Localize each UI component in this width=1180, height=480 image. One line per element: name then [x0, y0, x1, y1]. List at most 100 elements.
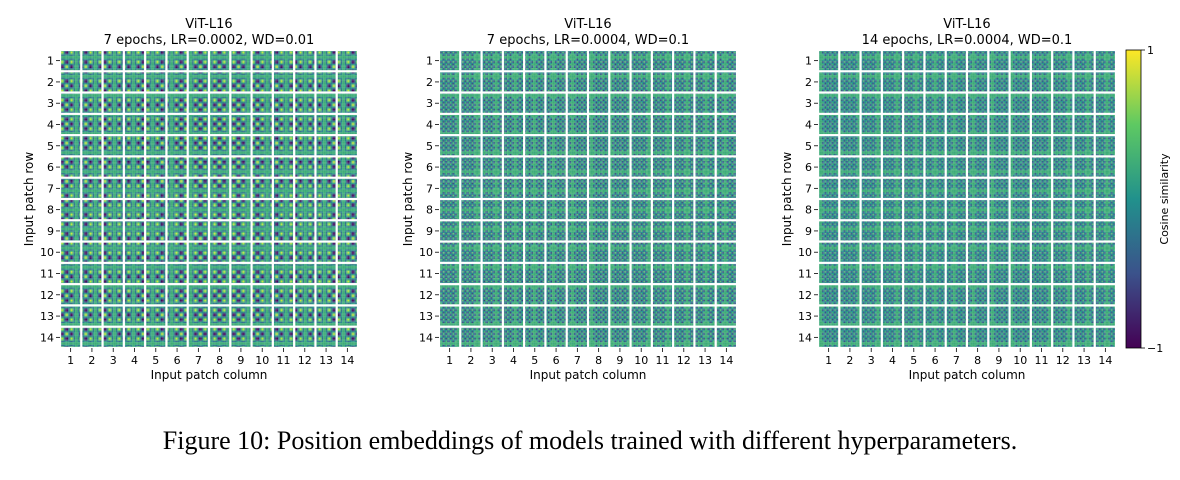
heatmap-cell — [674, 93, 694, 113]
heatmap-cell — [337, 306, 357, 326]
heatmap-cell — [503, 242, 524, 262]
heatmap-cell — [103, 200, 123, 220]
heatmap-cell — [904, 200, 924, 220]
heatmap-cell — [716, 306, 736, 326]
heatmap-cell — [631, 157, 651, 177]
heatmap-cell — [316, 114, 336, 135]
heatmap-cell — [188, 306, 208, 326]
heatmap-cell — [1074, 242, 1094, 262]
heatmap-cell — [1010, 327, 1030, 347]
heatmap-cell — [631, 306, 651, 326]
heatmap-cell — [337, 72, 357, 92]
heatmap-cell — [652, 178, 673, 198]
heatmap-cell — [61, 136, 81, 156]
heatmap-cell — [146, 306, 166, 326]
chart-subtitle: 7 epochs, LR=0.0004, WD=0.1 — [487, 33, 689, 48]
heatmap-cell — [546, 136, 566, 156]
heatmap-cell — [840, 72, 860, 92]
heatmap-cell — [210, 327, 230, 347]
heatmap-cell — [210, 178, 230, 198]
x-tick-label: 2 — [467, 354, 474, 367]
heatmap-cell — [461, 327, 481, 347]
heatmap-cell — [103, 306, 123, 326]
heatmap-cell — [589, 306, 609, 326]
heatmap-cell — [716, 327, 736, 347]
heatmap-cell — [61, 178, 81, 198]
heatmap-cell — [674, 221, 694, 241]
heatmap-cell — [716, 51, 736, 71]
heatmap-cell — [482, 285, 502, 305]
heatmap-cell — [989, 157, 1009, 177]
heatmap-cell — [968, 51, 988, 71]
heatmap-cell — [1074, 93, 1094, 113]
heatmap-cell — [124, 178, 145, 198]
heatmap-cell — [1053, 136, 1073, 156]
heatmap-cell — [1074, 327, 1094, 347]
y-tick-label: 9 — [426, 225, 433, 238]
heatmap-cell — [840, 114, 860, 135]
colorbar-gradient — [1125, 49, 1142, 349]
x-axis-label: Input patch column — [530, 368, 647, 382]
heatmap-cell — [337, 114, 357, 135]
heatmap-cell — [1010, 285, 1030, 305]
heatmap-cell — [82, 221, 102, 241]
heatmap-cell — [503, 285, 524, 305]
heatmap-cell — [1010, 178, 1030, 198]
x-tick-label: 6 — [174, 354, 181, 367]
heatmap-cell — [1095, 136, 1115, 156]
heatmap-cell — [82, 51, 102, 71]
heatmap-cell — [231, 221, 251, 241]
heatmap-cell — [295, 136, 315, 156]
heatmap-cell — [525, 285, 545, 305]
heatmap-cell — [695, 72, 715, 92]
heatmap-cell — [167, 114, 187, 135]
heatmap-cell — [589, 72, 609, 92]
heatmap-cell — [188, 93, 208, 113]
chart-title: ViT-L16 — [943, 17, 990, 32]
heatmap-cell — [567, 221, 587, 241]
y-tick-label: 3 — [426, 97, 433, 110]
heatmap-cell — [1031, 51, 1052, 71]
heatmap-cell — [904, 93, 924, 113]
heatmap-cell — [695, 221, 715, 241]
heatmap-cell — [146, 242, 166, 262]
heatmap-cell — [904, 51, 924, 71]
heatmap-cell — [273, 327, 294, 347]
heatmap-cell — [503, 221, 524, 241]
heatmap-cell — [295, 263, 315, 284]
heatmap-cell — [610, 200, 630, 220]
heatmap-cell — [968, 306, 988, 326]
heatmap-cell — [589, 136, 609, 156]
heatmap-cell — [840, 263, 860, 284]
heatmap-cell — [1095, 157, 1115, 177]
heatmap-cell — [167, 93, 187, 113]
heatmap-cell — [1031, 114, 1052, 135]
heatmap-cell — [525, 93, 545, 113]
heatmap-cell — [525, 221, 545, 241]
heatmap-cell — [674, 136, 694, 156]
heatmap-cell — [695, 136, 715, 156]
heatmap-cell — [124, 200, 145, 220]
heatmap-cell — [819, 51, 839, 71]
heatmap-cell — [904, 221, 924, 241]
heatmap-cell — [567, 263, 587, 284]
heatmap-cell — [946, 72, 966, 92]
heatmap-cell — [61, 200, 81, 220]
heatmap-cell — [631, 285, 651, 305]
heatmap-cell — [525, 157, 545, 177]
heatmap-cell — [210, 93, 230, 113]
heatmap-cell — [295, 178, 315, 198]
heatmap-cell — [167, 200, 187, 220]
heatmap-cell — [695, 242, 715, 262]
heatmap-cell — [273, 114, 294, 135]
heatmap-cell — [273, 242, 294, 262]
y-tick-label: 14 — [419, 331, 433, 344]
heatmap-cell — [82, 306, 102, 326]
y-tick-label: 2 — [805, 76, 812, 89]
heatmap-cell — [252, 114, 272, 135]
heatmap-cell — [503, 114, 524, 135]
heatmap-cell — [82, 178, 102, 198]
heatmap-cell — [82, 157, 102, 177]
x-tick-label: 3 — [489, 354, 496, 367]
heatmap-cell — [337, 157, 357, 177]
